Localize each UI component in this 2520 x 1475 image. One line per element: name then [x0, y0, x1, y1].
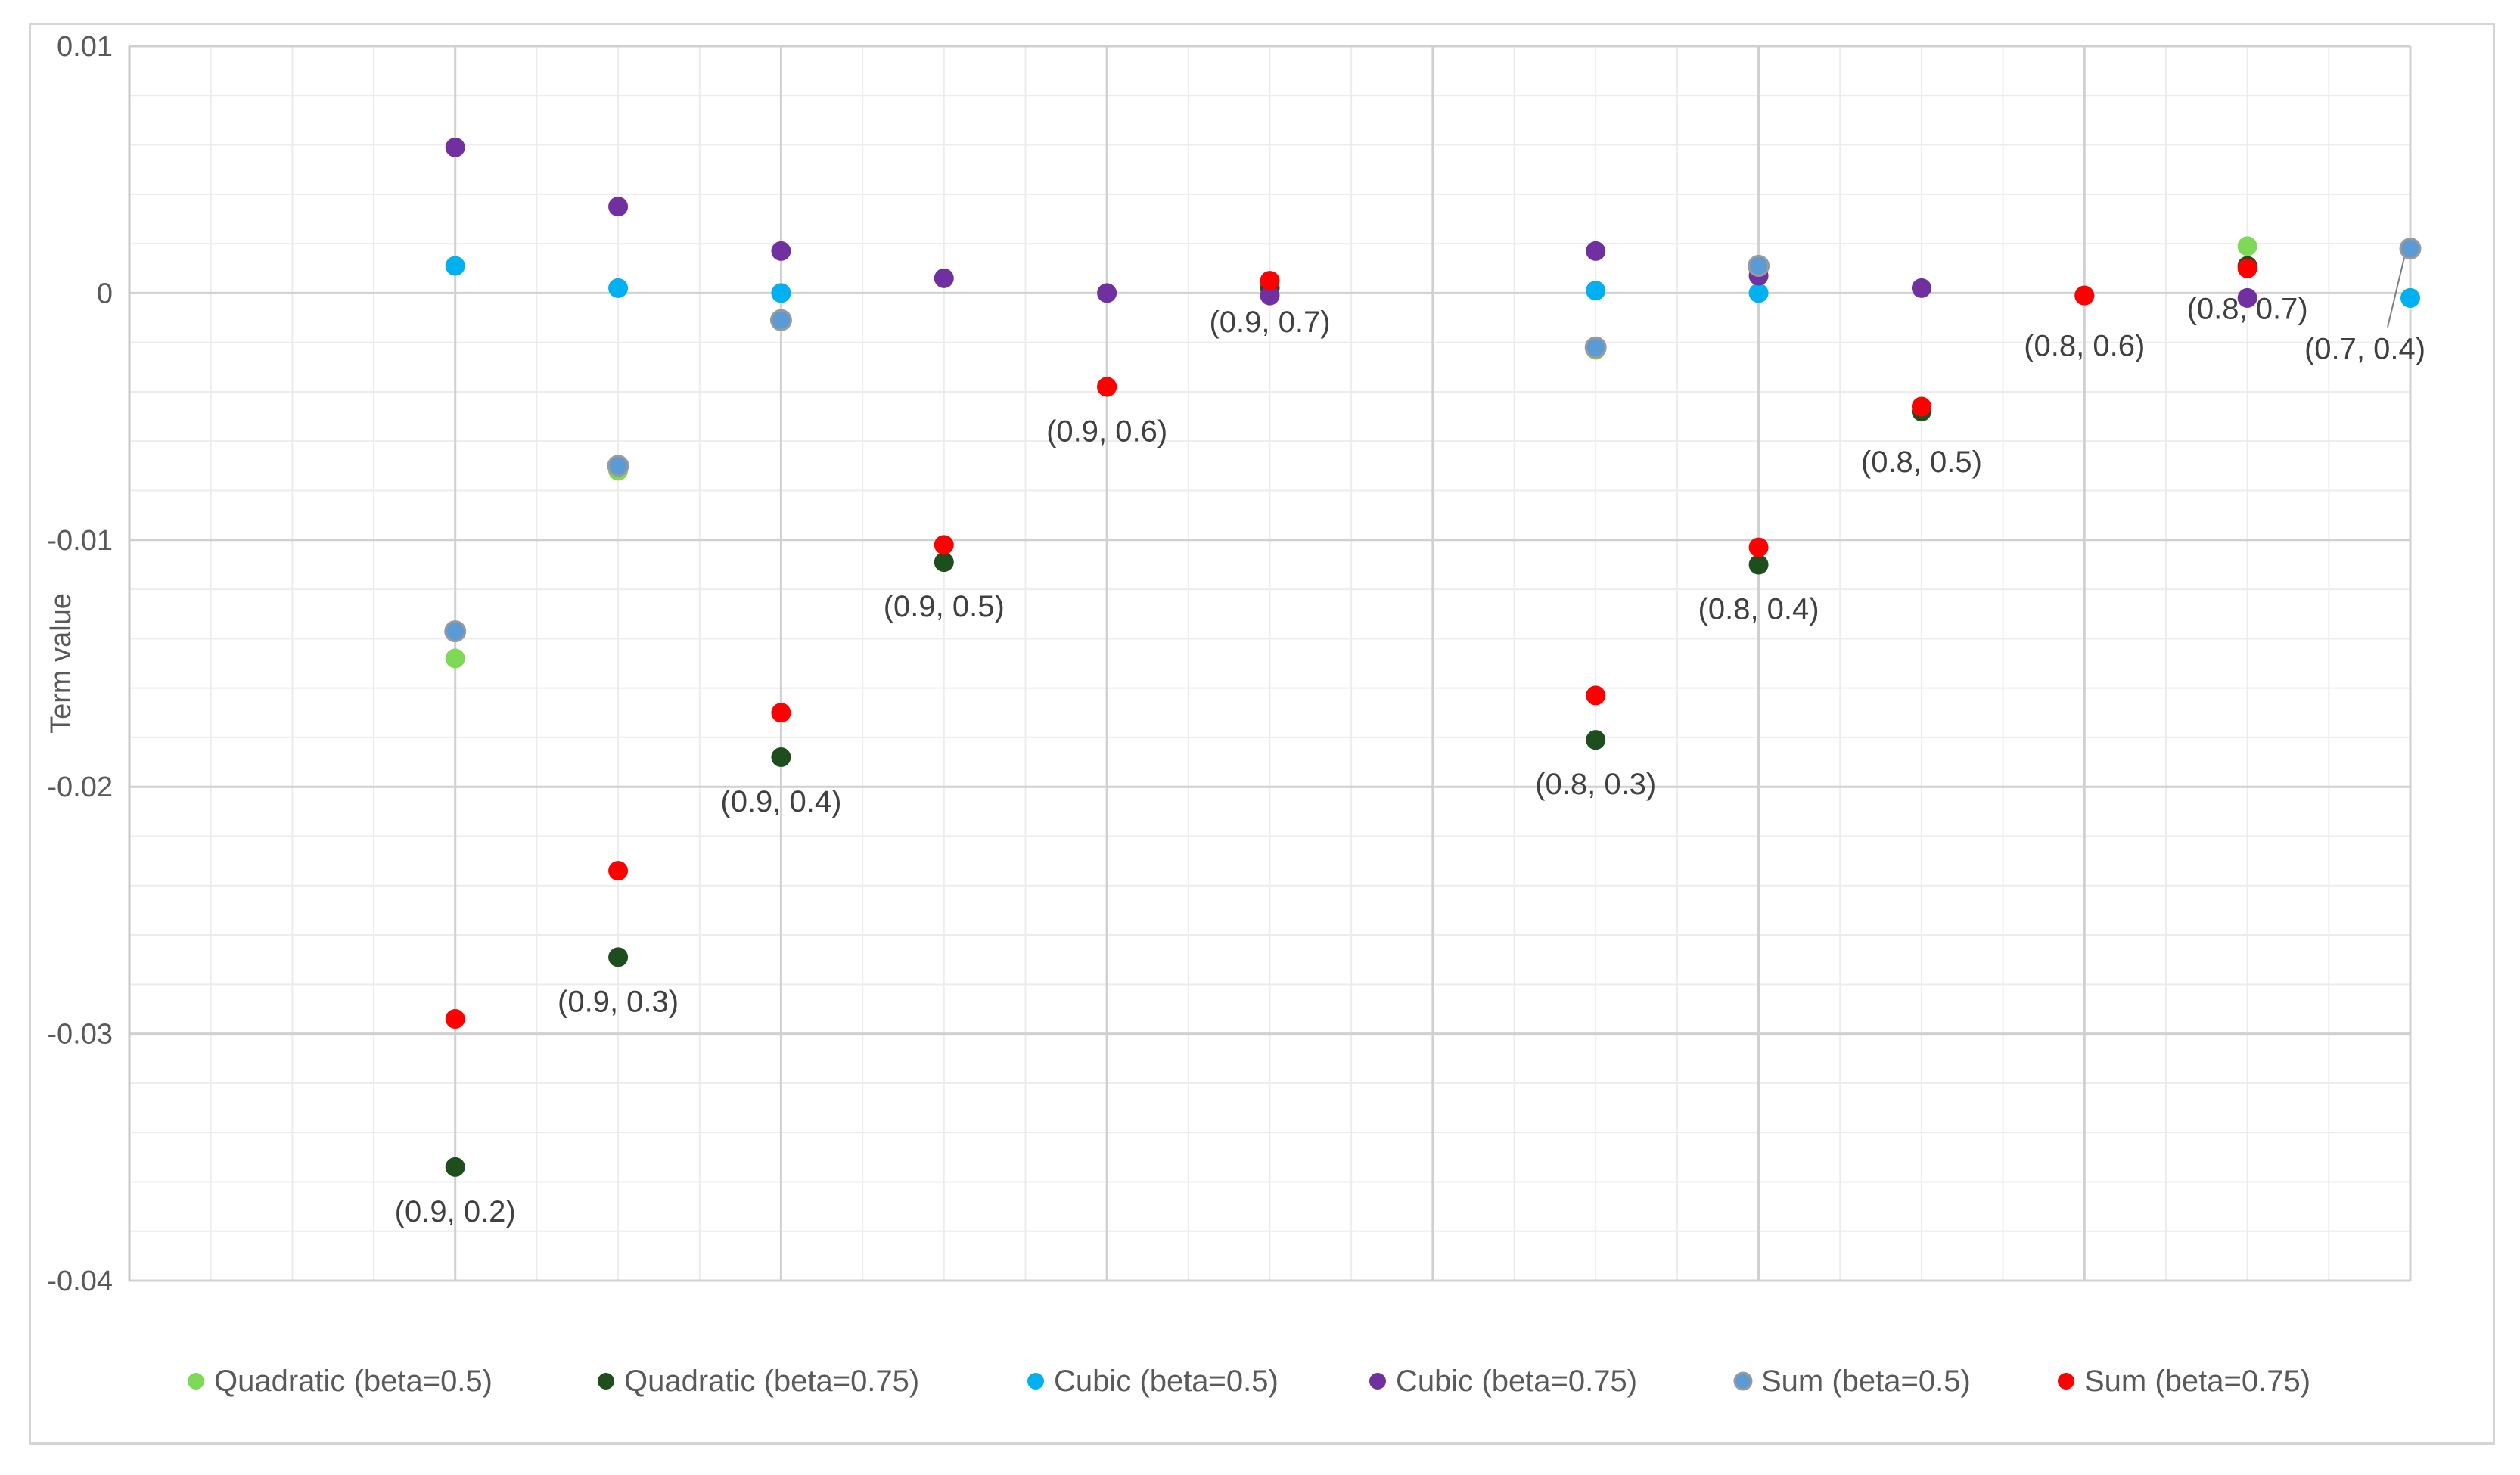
y-tick-label: -0.03 [47, 1019, 113, 1051]
data-point [1097, 377, 1117, 397]
y-tick-label: -0.01 [47, 525, 113, 557]
data-point [444, 620, 467, 643]
legend-entry: Sum (beta=0.75) [2084, 1365, 2310, 1398]
data-points [444, 137, 2422, 1177]
data-point [608, 278, 629, 298]
data-point [1260, 271, 1280, 291]
data-point [1584, 336, 1607, 359]
data-label: (0.8, 0.4) [1698, 592, 1819, 626]
y-tick-label: -0.04 [47, 1265, 113, 1297]
data-label: (0.8, 0.6) [2024, 330, 2145, 363]
data-point [2237, 258, 2257, 278]
y-axis-tick-labels: 0.01 0 -0.01 -0.02 -0.03 -0.04 [47, 31, 113, 1297]
legend-marker [188, 1373, 204, 1390]
data-point [1097, 283, 1117, 303]
legend: Quadratic (beta=0.5) Quadratic (beta=0.75… [188, 1365, 2310, 1398]
data-label: (0.8, 0.3) [1535, 768, 1656, 801]
data-point [445, 137, 465, 157]
data-point [2399, 238, 2422, 260]
leader-line [2387, 257, 2405, 328]
scatter-chart: 0.01 0 -0.01 -0.02 -0.03 -0.04 Term value (0.… [45, 31, 2425, 1398]
data-point [2400, 287, 2420, 308]
data-labels: (0.9, 0.2) (0.9, 0.3) (0.9, 0.4) (0.9, 0.5)… [395, 292, 2425, 1228]
data-point [607, 455, 629, 477]
legend-entry: Sum (beta=0.5) [1761, 1365, 1971, 1398]
data-point [445, 256, 465, 276]
data-label: (0.8, 0.5) [1861, 446, 1982, 479]
data-label: (0.9, 0.5) [884, 590, 1005, 623]
data-point [771, 747, 791, 768]
data-point [934, 268, 954, 288]
legend-entry: Quadratic (beta=0.5) [214, 1365, 493, 1398]
y-tick-label: 0.01 [57, 31, 113, 63]
data-point [2074, 285, 2095, 306]
data-point [608, 861, 629, 881]
data-point [445, 648, 465, 669]
data-point [1586, 730, 1606, 750]
legend-marker [598, 1373, 614, 1390]
data-label: (0.9, 0.6) [1046, 415, 1167, 448]
y-axis-title: Term value [45, 593, 77, 734]
legend-marker [1733, 1371, 1753, 1391]
data-point [2237, 287, 2257, 308]
legend-entry: Cubic (beta=0.5) [1054, 1365, 1279, 1398]
data-label: (0.9, 0.7) [1209, 306, 1330, 339]
legend-marker [1027, 1373, 1044, 1390]
chart-area: 0.01 0 -0.01 -0.02 -0.03 -0.04 Term value (0.… [29, 23, 2495, 1445]
legend-entry: Quadratic (beta=0.75) [624, 1365, 919, 1398]
data-point [1748, 537, 1769, 557]
data-point [445, 1157, 465, 1177]
data-point [1260, 285, 1280, 306]
data-point [934, 552, 954, 573]
legend-entry: Cubic (beta=0.75) [1396, 1365, 1637, 1398]
data-point [1748, 283, 1769, 303]
data-point [1586, 241, 1606, 261]
data-point [1911, 396, 1931, 417]
data-point [934, 535, 954, 555]
data-label: (0.8, 0.7) [2187, 292, 2308, 325]
data-point [608, 197, 629, 217]
annotation-leader-lines [2387, 257, 2405, 328]
data-label: (0.9, 0.2) [395, 1195, 516, 1228]
legend-marker [1369, 1373, 1386, 1390]
data-point [769, 309, 792, 331]
data-point [1911, 278, 1931, 298]
data-point [771, 241, 791, 261]
minor-gridlines [129, 45, 2411, 1281]
data-label: (0.9, 0.4) [720, 785, 841, 818]
data-point [771, 703, 791, 723]
data-point [1586, 685, 1606, 706]
data-label: (0.7, 0.4) [2304, 333, 2425, 366]
y-tick-label: -0.02 [47, 772, 113, 803]
data-point [771, 283, 791, 303]
data-point [445, 1009, 465, 1029]
data-point [1748, 254, 1770, 277]
major-gridlines [128, 45, 2412, 1282]
data-point [1586, 281, 1606, 301]
data-label: (0.9, 0.3) [558, 985, 679, 1018]
data-point [2237, 236, 2257, 256]
data-point [1748, 554, 1769, 575]
data-point [608, 947, 629, 967]
legend-marker [2058, 1373, 2074, 1390]
y-tick-label: 0 [97, 278, 113, 309]
